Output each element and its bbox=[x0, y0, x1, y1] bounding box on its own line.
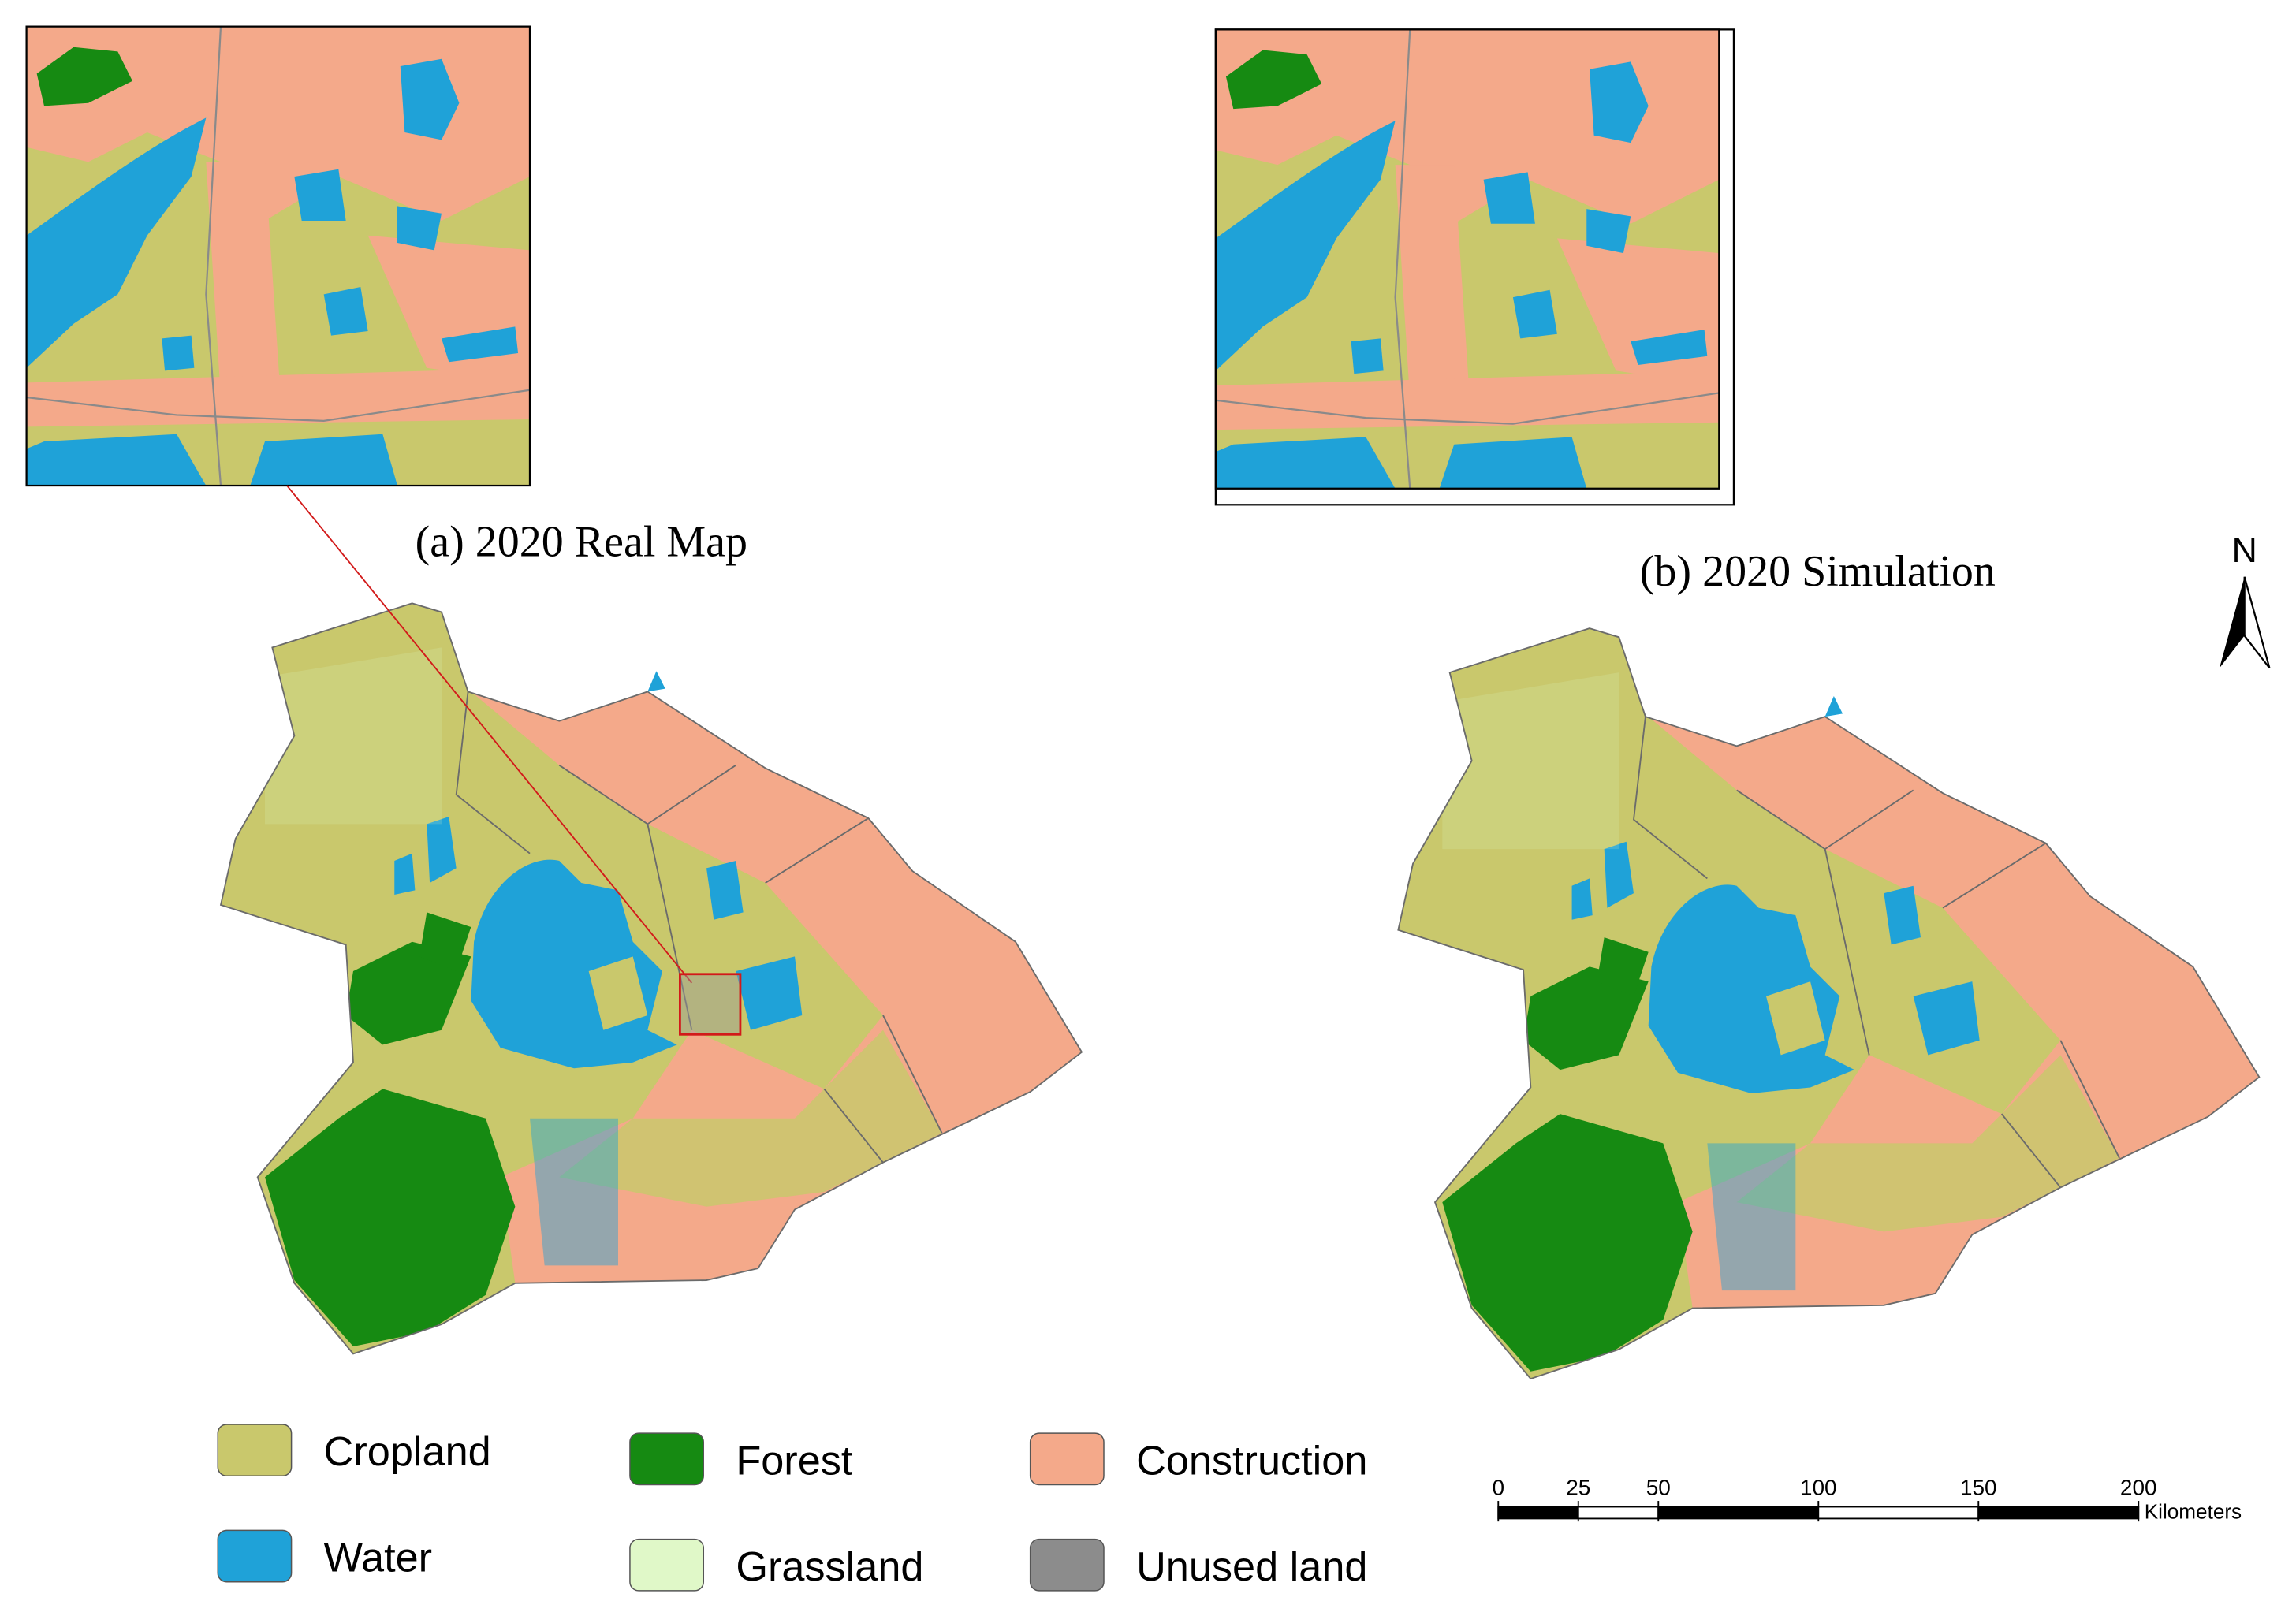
scale-segment bbox=[1657, 1506, 1820, 1520]
scale-segment bbox=[1817, 1506, 1980, 1520]
scale-segment bbox=[1977, 1506, 2140, 1520]
legend-swatch bbox=[629, 1538, 705, 1592]
scale-tick-label: 100 bbox=[1800, 1476, 1837, 1500]
scale-tick-label: 25 bbox=[1566, 1476, 1590, 1500]
inset-map-real bbox=[27, 27, 530, 486]
inset-frame bbox=[1214, 28, 1735, 506]
scale-segment bbox=[1497, 1506, 1579, 1520]
scale-tick-label: 0 bbox=[1492, 1476, 1504, 1500]
legend-label: Construction bbox=[1136, 1438, 1367, 1484]
north-arrow bbox=[2243, 576, 2271, 669]
scale-tick-label: 50 bbox=[1646, 1476, 1671, 1500]
zoom-box bbox=[679, 973, 742, 1036]
scale-unit: Kilometers bbox=[2145, 1499, 2242, 1523]
scale-segment bbox=[1577, 1506, 1660, 1520]
north-label: N bbox=[2231, 531, 2257, 570]
scale-tick-label: 150 bbox=[1960, 1476, 1997, 1500]
north-arrow bbox=[2219, 576, 2245, 668]
legend: Cropland Water Forest Grassland Construction… bbox=[217, 1424, 1367, 1592]
panel-title: (a) 2020 Real Map bbox=[416, 518, 747, 567]
legend-label: Water bbox=[324, 1536, 432, 1581]
legend-swatch bbox=[217, 1424, 293, 1477]
legend-label: Forest bbox=[736, 1438, 853, 1484]
legend-label: Cropland bbox=[324, 1429, 491, 1475]
legend-label: Grassland bbox=[736, 1544, 923, 1590]
panel-title: (b) 2020 Simulation bbox=[1640, 547, 1996, 596]
region-map-real bbox=[206, 589, 1089, 1368]
inset-map-simulation bbox=[1216, 29, 1719, 488]
scale-tick-label: 200 bbox=[2120, 1476, 2157, 1500]
legend-swatch bbox=[1029, 1538, 1105, 1592]
legend-swatch bbox=[1029, 1432, 1105, 1486]
legend-label: Unused land bbox=[1136, 1544, 1367, 1590]
legend-swatch bbox=[629, 1432, 705, 1486]
legend-swatch bbox=[217, 1529, 293, 1583]
region-map-simulation bbox=[1384, 613, 2267, 1393]
zoom-line bbox=[286, 485, 693, 984]
